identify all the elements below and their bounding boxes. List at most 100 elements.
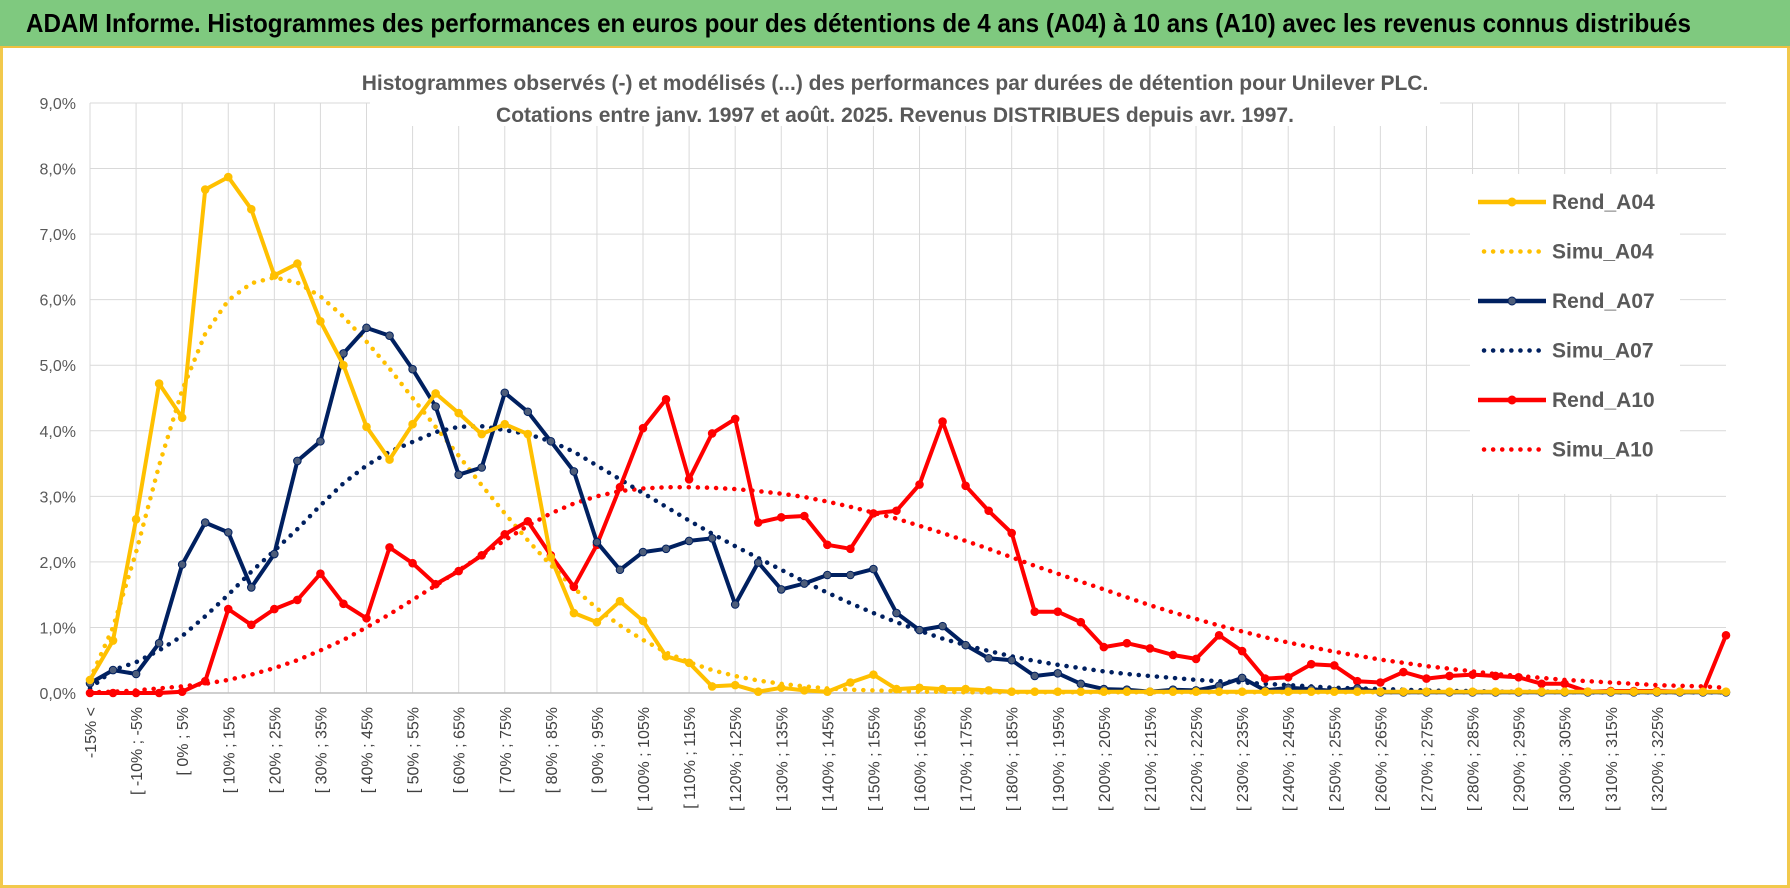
data-point — [154, 379, 164, 388]
data-point — [1675, 687, 1685, 696]
data-point — [823, 540, 832, 550]
data-point — [1122, 638, 1132, 648]
data-point — [1329, 687, 1339, 696]
series-lines — [85, 172, 1731, 698]
data-point — [1721, 687, 1731, 696]
data-point — [339, 349, 348, 358]
x-tick-label: [ 60% ; 65% — [452, 707, 469, 793]
data-point — [270, 271, 279, 280]
data-point — [454, 566, 463, 576]
legend-label: Simu_A10 — [1552, 439, 1654, 462]
data-point — [131, 514, 141, 524]
x-tick-label: [ 10% ; 15% — [221, 707, 238, 793]
data-point — [730, 680, 740, 690]
data-point — [246, 620, 256, 630]
x-tick-label: [ 130% ; 135% — [774, 707, 791, 811]
legend-label: Rend_A10 — [1552, 389, 1655, 412]
x-tick-label: [ 120% ; 125% — [728, 707, 745, 811]
chart-title-line-2: Cotations entre janv. 1997 et août. 2025… — [496, 104, 1294, 127]
x-tick-label: [ 310% ; 315% — [1604, 707, 1621, 811]
data-point — [1629, 687, 1639, 696]
data-point — [1145, 687, 1155, 696]
data-point — [431, 389, 440, 398]
data-point — [915, 480, 924, 489]
data-point — [454, 470, 463, 480]
data-point — [270, 604, 279, 614]
data-point — [846, 544, 855, 554]
data-point — [523, 516, 533, 526]
data-point — [753, 518, 763, 527]
data-point — [500, 419, 510, 429]
x-tick-label: [ -10% ; -5% — [129, 707, 146, 795]
data-point — [638, 423, 648, 433]
data-point — [154, 638, 164, 648]
x-tick-label: [ 280% ; 285% — [1466, 707, 1483, 811]
x-tick-label: [ 170% ; 175% — [959, 707, 976, 811]
data-point — [1076, 617, 1086, 627]
data-point — [776, 683, 786, 693]
data-point — [270, 549, 279, 559]
legend-marker — [1507, 395, 1517, 405]
data-point — [984, 686, 993, 695]
data-point — [615, 565, 625, 575]
data-point — [85, 675, 95, 685]
data-point — [1237, 673, 1247, 683]
legend-background — [1470, 174, 1680, 494]
data-point — [1099, 642, 1109, 652]
data-point — [961, 640, 970, 650]
x-tick-label: [ 80% ; 85% — [544, 707, 561, 793]
y-tick-label: 1,0% — [40, 620, 76, 637]
data-point — [592, 617, 602, 627]
data-point — [569, 582, 579, 592]
data-point — [661, 651, 671, 661]
data-point — [1468, 687, 1477, 696]
data-point — [707, 429, 717, 438]
x-tick-label: [ 200% ; 205% — [1097, 707, 1114, 811]
legend-item-Rend_A10: Rend_A10 — [1478, 389, 1655, 412]
data-point — [1399, 687, 1408, 696]
legend-item-Simu_A07: Simu_A07 — [1481, 340, 1654, 363]
data-point — [1260, 674, 1270, 683]
data-point — [1583, 687, 1593, 696]
data-point — [869, 670, 878, 679]
legend-item-Simu_A04: Simu_A04 — [1481, 241, 1654, 264]
data-point — [1306, 687, 1316, 696]
y-tick-label: 4,0% — [40, 424, 76, 441]
data-point — [408, 364, 417, 374]
data-point — [800, 511, 809, 521]
data-point — [1076, 687, 1086, 696]
data-point — [1076, 679, 1086, 689]
x-tick-label: [ 270% ; 275% — [1419, 707, 1436, 811]
y-tick-label: 5,0% — [40, 358, 76, 375]
x-tick-label: [ 110% ; 115% — [682, 707, 699, 809]
data-point — [1445, 671, 1454, 681]
data-point — [1560, 687, 1570, 696]
data-point — [684, 536, 694, 546]
data-point — [177, 687, 187, 696]
data-point — [523, 407, 533, 417]
histogram-chart: 0,0% 1,0% 2,0% 3,0% 4,0% 5,0% 6,0% 7,0% 8,0% 9,0%… — [40, 64, 1731, 811]
series-Simu_A07 — [87, 423, 1729, 695]
data-point — [615, 482, 625, 492]
x-tick-label: [ 210% ; 215% — [1143, 707, 1160, 811]
x-tick-label: [ 150% ; 155% — [866, 707, 883, 811]
data-point — [569, 608, 579, 618]
data-point — [108, 636, 118, 645]
data-point — [1099, 687, 1109, 696]
data-point — [1491, 671, 1500, 681]
data-point — [1514, 687, 1523, 696]
data-point — [477, 463, 487, 472]
data-point — [1445, 687, 1454, 696]
report-title: ADAM Informe. Histogrammes des performan… — [26, 8, 1691, 38]
x-tick-label: [ 20% ; 25% — [267, 707, 284, 793]
x-tick-label: [ 100% ; 105% — [636, 707, 653, 811]
y-tick-label: 6,0% — [40, 293, 76, 310]
data-point — [1030, 687, 1040, 696]
data-point — [1007, 655, 1016, 665]
data-point — [684, 658, 694, 668]
legend: Rend_A04 Simu_A04 Rend_A07 Simu_A07 Rend_A10… — [1470, 174, 1680, 494]
data-point — [1053, 607, 1063, 617]
data-point — [776, 585, 786, 594]
data-point — [938, 417, 947, 426]
data-point — [223, 528, 233, 537]
